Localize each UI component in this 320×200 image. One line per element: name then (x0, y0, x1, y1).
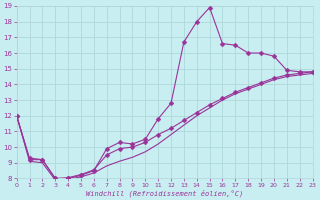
X-axis label: Windchill (Refroidissement éolien,°C): Windchill (Refroidissement éolien,°C) (86, 189, 243, 197)
